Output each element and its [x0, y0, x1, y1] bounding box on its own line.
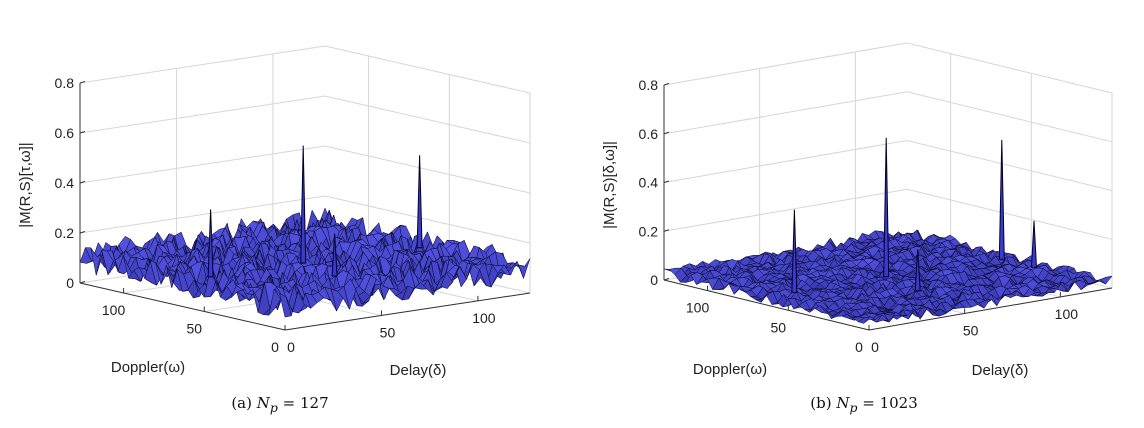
delay-tick-label: 100: [472, 310, 496, 326]
delay-tick-label: 100: [1055, 306, 1079, 322]
z-axis-label: |M(R,S)[δ,ω]|: [601, 141, 618, 229]
caption-a-var: N: [256, 394, 270, 412]
caption-b-sub: p: [849, 400, 858, 415]
peak-1: [998, 139, 1005, 260]
z-axis-label: |M(R,S)[τ,ω]|: [17, 142, 34, 227]
caption-b-var: N: [836, 394, 850, 412]
peak-3: [331, 233, 338, 277]
plot-b-canvas: 0 0.2 0.4 0.6 0.8 0 50 100 0 50 100 |M(R,S)[δ,ω]| De…: [601, 42, 1113, 379]
z-tick-label: 0: [66, 275, 74, 291]
peaks: [207, 145, 423, 278]
doppler-tick-label: 0: [855, 339, 863, 355]
z-tick-label: 0.4: [55, 175, 75, 191]
caption-a-sub: p: [269, 400, 278, 415]
peak-2: [791, 209, 798, 293]
delay-tick-label: 0: [871, 339, 879, 355]
doppler-axis-label: Doppler(ω): [693, 361, 767, 378]
peak-0: [300, 145, 307, 264]
caption-b-value: 1023: [879, 394, 918, 412]
peaks: [791, 137, 1038, 293]
caption-b: (b) Np = 1023: [810, 394, 918, 415]
doppler-tick-label: 0: [271, 339, 279, 355]
axes: 0 0.2 0.4 0.6 0.8 0 50 100 0 50 100 |M(R,S)[δ,ω]| De…: [601, 77, 1113, 379]
delay-tick-label: 50: [963, 322, 979, 338]
doppler-tick-label: 50: [771, 319, 787, 335]
peak-3: [914, 249, 921, 292]
z-tick-label: 0.6: [639, 126, 659, 142]
caption-b-label: (b): [810, 394, 832, 412]
surface-mesh: [79, 207, 531, 318]
caption-a-label: (a): [231, 394, 252, 412]
doppler-axis-label: Doppler(ω): [111, 359, 185, 376]
delay-tick-label: 50: [380, 324, 396, 340]
z-tick-label: 0.2: [55, 225, 75, 241]
peak-0: [883, 137, 890, 278]
doppler-tick-label: 50: [187, 320, 203, 336]
doppler-tick-label: 100: [102, 302, 126, 318]
doppler-tick-label: 100: [686, 300, 710, 316]
delay-tick-label: 0: [287, 339, 295, 355]
caption-a: (a) Np = 127: [231, 394, 329, 415]
plot-a-canvas: 0 0.2 0.4 0.6 0.8 0 50 100 0 50 100 |M(R,S)[τ,ω]| De…: [17, 45, 531, 379]
z-tick-label: 0: [650, 272, 658, 288]
surface-mesh: [663, 229, 1113, 324]
surface-plot-a: 0 0.2 0.4 0.6 0.8 0 50 100 0 50 100 |M(R,S)[τ,ω]| De…: [0, 0, 560, 428]
surface-plot-b: 0 0.2 0.4 0.6 0.8 0 50 100 0 50 100 |M(R,S)[δ,ω]| De…: [584, 0, 1144, 428]
peak-4: [1030, 220, 1038, 268]
z-tick-label: 0.8: [639, 77, 659, 93]
z-tick-label: 0.2: [639, 223, 659, 239]
z-tick-label: 0.8: [55, 75, 75, 91]
peak-1: [416, 155, 423, 249]
delay-axis-label: Delay(δ): [390, 362, 447, 379]
z-tick-label: 0.6: [55, 125, 75, 141]
axes: 0 0.2 0.4 0.6 0.8 0 50 100 0 50 100 |M(R,S)[τ,ω]| De…: [17, 75, 531, 379]
caption-a-value: 127: [300, 394, 329, 412]
peak-2: [207, 209, 214, 278]
z-tick-label: 0.4: [639, 175, 659, 191]
delay-axis-label: Delay(δ): [972, 362, 1029, 379]
